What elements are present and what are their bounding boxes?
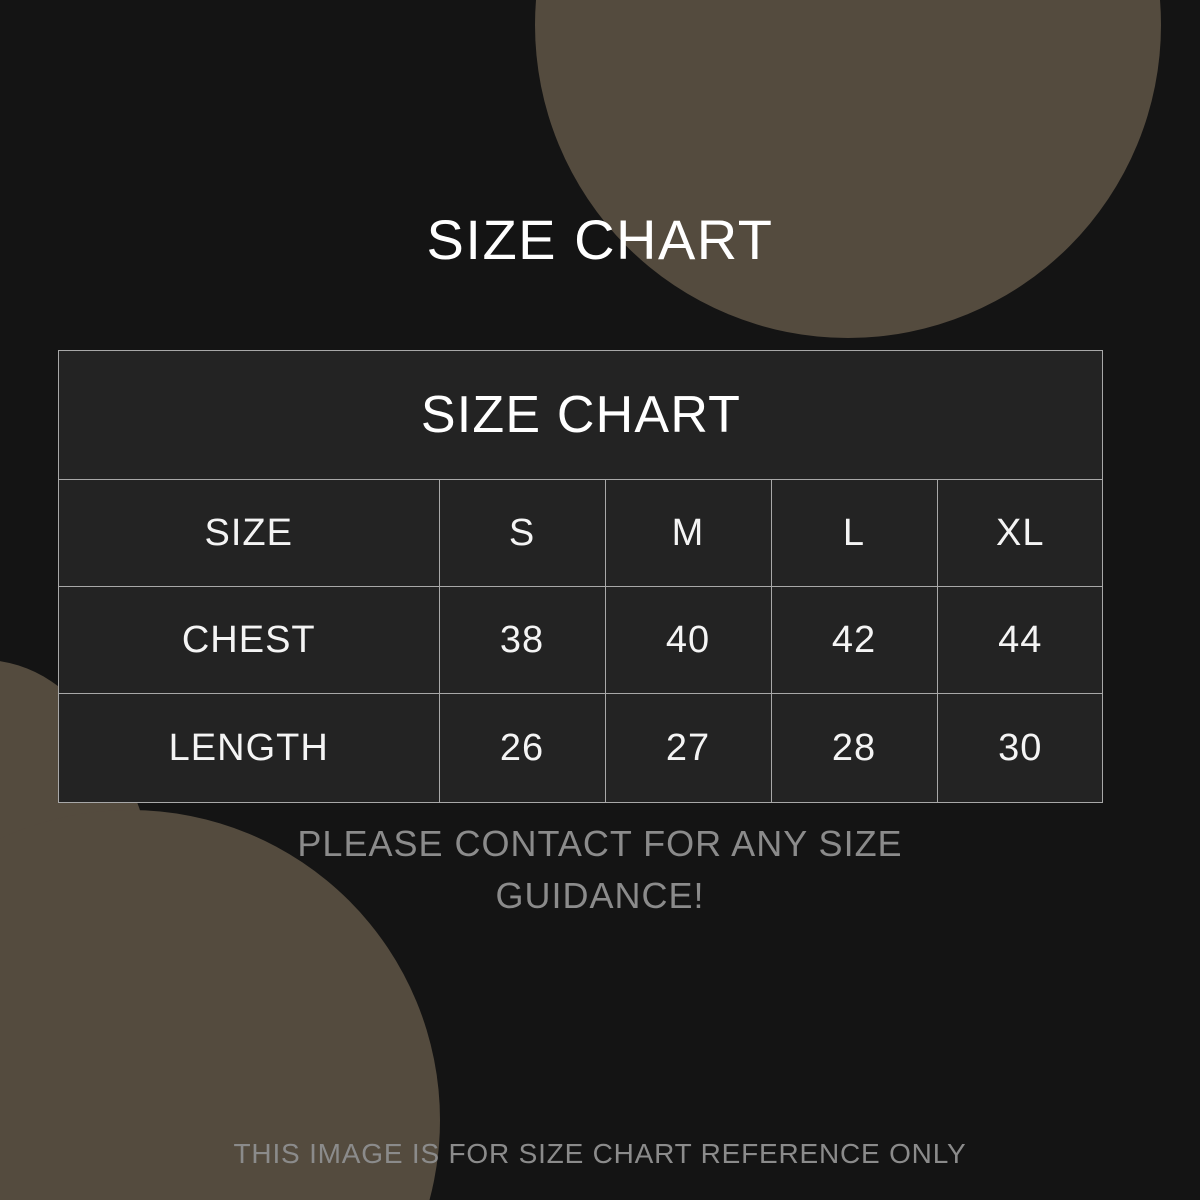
cell-length-l: 28	[771, 693, 938, 802]
size-guidance-note: PLEASE CONTACT FOR ANY SIZE GUIDANCE!	[297, 823, 903, 917]
column-header-l: L	[771, 479, 938, 587]
table-title: SIZE CHART	[59, 351, 1104, 480]
column-header-xl: XL	[937, 479, 1104, 587]
table-header-row: SIZE S M L XL	[59, 479, 1104, 587]
table-title-row: SIZE CHART	[59, 351, 1104, 480]
page-title: SIZE CHART	[426, 208, 774, 271]
row-label-length: LENGTH	[59, 693, 440, 802]
column-header-size: SIZE	[59, 479, 440, 587]
cell-length-xl: 30	[998, 726, 1043, 769]
reference-disclaimer: THIS IMAGE IS FOR SIZE CHART REFERENCE O…	[233, 1138, 967, 1169]
decorative-circle-top-right	[535, 0, 1161, 338]
size-chart-table: SIZE CHART SIZE S M L XL CHEST 38 40 42 …	[59, 351, 1104, 802]
column-header-m: M	[605, 479, 772, 587]
cell-length-m: 27	[605, 693, 772, 802]
cell-chest-l: 42	[771, 586, 938, 694]
row-label-chest: CHEST	[59, 586, 440, 694]
cell-length-s: 26	[439, 693, 606, 802]
size-chart-table-card: SIZE CHART SIZE S M L XL CHEST 38 40 42 …	[58, 350, 1104, 803]
cell-chest-m: 40	[605, 586, 772, 694]
table-row: CHEST 38 40 42 44	[59, 586, 1104, 694]
column-header-s: S	[439, 479, 606, 587]
cell-chest-s: 38	[439, 586, 606, 694]
cell-chest-xl: 44	[937, 586, 1104, 694]
table-row: LENGTH 26 27 28 30	[59, 693, 1103, 802]
